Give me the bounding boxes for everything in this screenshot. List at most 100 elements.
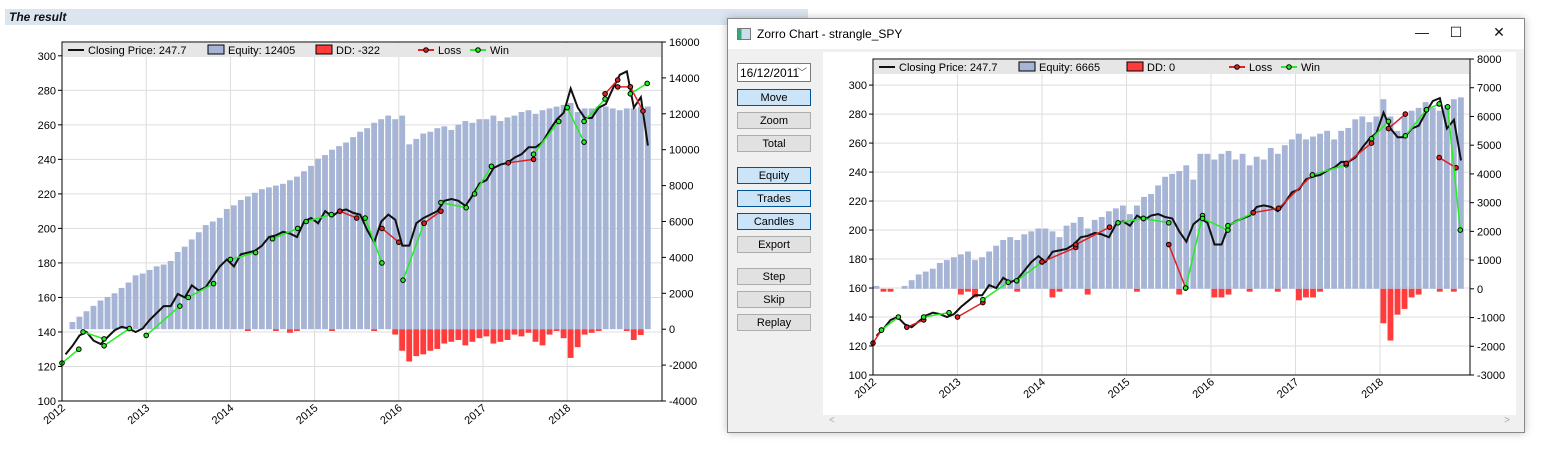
win-trade-marker (379, 260, 385, 266)
zoom-button[interactable]: Zoom (737, 112, 811, 129)
win-trade-line (61, 348, 80, 364)
right-tick-label: 6000 (669, 217, 693, 229)
equity-bar (602, 106, 609, 330)
equity-bar (104, 296, 111, 330)
drawdown-bar (588, 329, 595, 333)
drawdown-bar (504, 329, 511, 340)
equity-bar (630, 108, 637, 330)
drawdown-bar (399, 329, 406, 351)
legend-win-marker (475, 47, 481, 53)
equity-bar (539, 110, 546, 330)
loss-trade-marker (421, 220, 427, 227)
equity-bar (287, 180, 293, 330)
win-trade-marker (463, 204, 469, 211)
loss-trade-marker (337, 208, 343, 214)
drawdown-bar (567, 329, 574, 358)
left-tick-label: 120 (38, 361, 56, 373)
drawdown-bar (441, 329, 448, 344)
win-trade-marker (644, 80, 650, 87)
total-button[interactable]: Total (737, 135, 811, 152)
win-trade-marker (564, 104, 571, 111)
equity-bar (448, 129, 455, 330)
loss-trade-marker (602, 90, 608, 97)
win-trade-line (583, 98, 606, 122)
loss-trade-marker (530, 156, 537, 163)
drawdown-bar (371, 329, 378, 331)
equity-bar (350, 137, 356, 330)
equity-bar (434, 128, 441, 330)
left-tick-label: 160 (38, 292, 56, 304)
equity-bar (273, 185, 279, 330)
skip-button[interactable]: Skip (737, 291, 811, 308)
win-trade-line (187, 282, 214, 299)
drawdown-bar (476, 329, 483, 339)
loss-trade-marker (505, 160, 512, 166)
right-tick-label: 4000 (669, 252, 693, 264)
equity-bar (308, 165, 314, 330)
legend-equity-swatch (207, 44, 225, 55)
drawdown-bar (329, 329, 335, 331)
drawdown-bar (392, 329, 399, 335)
move-button[interactable]: Move (737, 89, 811, 106)
loss-trade-line (381, 227, 400, 243)
win-trade-line (440, 201, 467, 209)
equity-button[interactable]: Equity (737, 167, 811, 184)
equity-bar (118, 287, 125, 330)
equity-bar (244, 196, 251, 330)
equity-bar (195, 232, 202, 330)
win-trade-marker (227, 256, 234, 263)
trades-button[interactable]: Trades (737, 190, 811, 207)
drawdown-bar (469, 329, 476, 342)
section-header: The result (5, 9, 808, 25)
maximize-button[interactable]: ☐ (1449, 24, 1463, 40)
drawdown-bar (511, 329, 518, 335)
win-trade-marker (210, 280, 217, 287)
export-button[interactable]: Export (737, 236, 811, 253)
equity-bar (476, 119, 483, 330)
loss-trade-line (508, 158, 534, 164)
minimize-button[interactable]: — (1415, 24, 1429, 40)
loss-trade-marker (614, 77, 621, 83)
left-tick-label: 280 (38, 85, 56, 97)
title-bar: Zorro Chart - strangle_SPY — ☐ ✕ (728, 19, 1524, 49)
loss-trade-marker (438, 208, 444, 214)
equity-bar (132, 275, 139, 330)
legend-label: Loss (438, 45, 462, 57)
date-select-value: 16/12/2011 (740, 66, 800, 80)
equity-bar (343, 142, 349, 330)
candles-button[interactable]: Candles (737, 213, 811, 230)
equity-bar (237, 199, 244, 330)
close-button[interactable]: ✕ (1493, 24, 1505, 40)
left-tick-label: 260 (38, 120, 56, 132)
win-trade-marker (471, 191, 478, 197)
win-trade-marker (252, 249, 259, 256)
equity-bar (553, 106, 560, 330)
date-select[interactable]: 16/12/2011 ﹀ (737, 63, 811, 82)
equity-bar (616, 110, 623, 330)
left-tick-label: 140 (38, 327, 56, 339)
replay-button[interactable]: Replay (737, 314, 811, 331)
equity-bar (265, 187, 272, 330)
left-tick-label: 200 (38, 223, 56, 235)
step-button[interactable]: Step (737, 268, 811, 285)
equity-bar (399, 115, 406, 330)
equity-bar (420, 133, 427, 330)
scroll-right-button[interactable]: > (1504, 415, 1510, 426)
loss-trade-marker (353, 215, 360, 221)
horizontal-scrollbar[interactable]: < > (823, 415, 1516, 430)
scroll-left-button[interactable]: < (829, 415, 835, 426)
chevron-down-icon: ﹀ (797, 68, 807, 79)
equity-bar (167, 260, 174, 330)
equity-bar (392, 119, 399, 330)
equity-bar (413, 138, 420, 330)
equity-bar (69, 322, 76, 330)
drawdown-bar (420, 329, 427, 355)
win-trade-line (305, 213, 332, 223)
drawdown-bar (497, 329, 504, 342)
win-trade-line (532, 120, 560, 155)
section-title: The result (9, 10, 67, 24)
legend-dd-swatch (315, 44, 333, 55)
win-trade-marker (294, 225, 301, 232)
drawdown-bar (448, 329, 455, 342)
equity-bar (111, 293, 118, 330)
